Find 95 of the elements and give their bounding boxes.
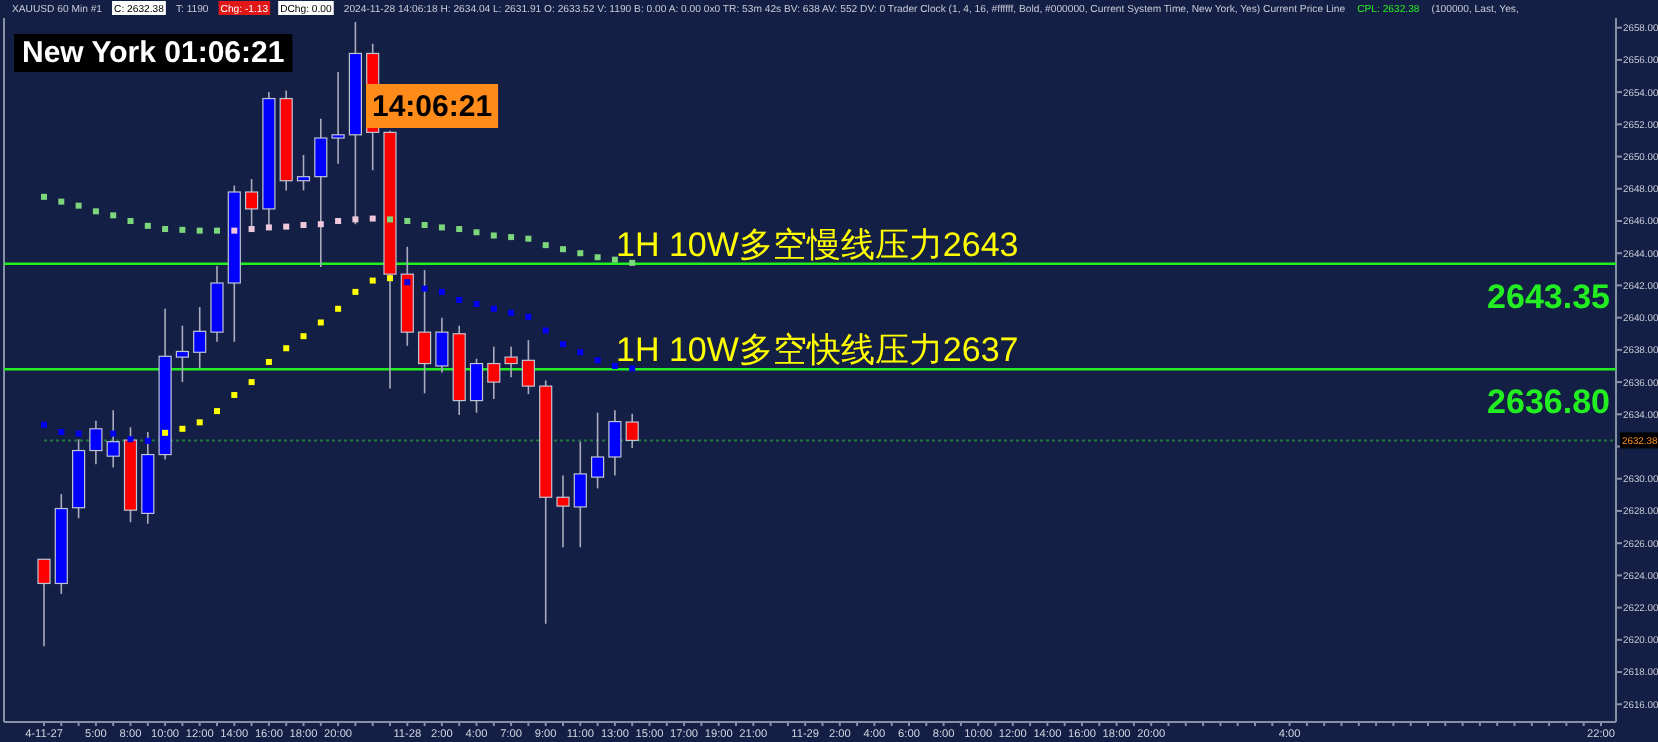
point <box>629 365 636 372</box>
point <box>58 198 65 205</box>
point <box>594 357 601 364</box>
candlestick <box>193 306 207 370</box>
candlestick <box>331 71 345 165</box>
point <box>231 391 238 398</box>
point <box>577 349 584 356</box>
point <box>473 300 480 307</box>
candlestick <box>487 345 501 400</box>
candlestick <box>556 474 570 549</box>
point <box>387 216 393 223</box>
point <box>41 193 47 200</box>
point <box>144 222 151 229</box>
annotation: 1H 10W多空慢线压力2643 <box>616 225 1019 264</box>
point <box>387 275 393 282</box>
point <box>577 250 584 257</box>
candlestick <box>469 357 484 414</box>
candlestick <box>175 324 189 383</box>
point <box>92 208 99 215</box>
ref-line-label: 2643.35 <box>1487 277 1610 316</box>
point <box>317 221 324 228</box>
point <box>144 437 151 444</box>
point <box>456 296 463 303</box>
point <box>352 288 359 295</box>
annotation: 1H 10W多空快线压力2637 <box>616 331 1019 370</box>
candlestick <box>245 178 259 229</box>
point <box>369 215 376 222</box>
point <box>611 362 618 369</box>
point <box>162 429 169 436</box>
point <box>283 223 290 230</box>
point <box>404 279 411 286</box>
point <box>110 212 117 219</box>
point <box>542 327 549 334</box>
point <box>75 430 82 437</box>
point <box>473 229 480 236</box>
point <box>127 217 134 224</box>
point <box>58 429 65 436</box>
point <box>179 425 186 432</box>
point <box>421 285 428 292</box>
point <box>110 430 117 437</box>
candlestick <box>573 440 587 549</box>
point <box>283 345 290 352</box>
point <box>404 217 411 224</box>
point <box>179 226 186 233</box>
candlestick <box>591 411 605 490</box>
point <box>214 227 220 234</box>
candlestick <box>504 345 518 379</box>
point <box>335 217 342 224</box>
point <box>490 305 497 312</box>
point <box>369 277 376 284</box>
point <box>92 429 99 436</box>
candlestick <box>106 409 120 469</box>
point <box>611 256 618 263</box>
point <box>438 224 445 231</box>
point <box>456 226 463 233</box>
point <box>594 254 601 261</box>
point <box>560 341 566 348</box>
point <box>525 235 532 242</box>
point <box>629 259 636 266</box>
ref-line-label: 2636.80 <box>1487 383 1610 422</box>
point <box>438 288 445 295</box>
candlestick <box>625 412 639 449</box>
point <box>265 224 272 231</box>
point <box>300 333 307 340</box>
point <box>196 419 203 426</box>
point <box>352 216 359 223</box>
candlestick <box>314 117 328 268</box>
point <box>127 436 134 443</box>
point <box>248 379 255 386</box>
point <box>41 421 47 428</box>
point <box>248 226 255 233</box>
point <box>335 305 342 312</box>
point <box>542 242 549 249</box>
candlestick <box>37 558 51 648</box>
candlestick <box>296 154 311 192</box>
point <box>231 227 238 234</box>
point <box>560 246 566 253</box>
annotation: New York 01:06:21 <box>22 36 285 70</box>
point <box>508 309 515 316</box>
point <box>525 313 532 320</box>
point <box>265 358 272 365</box>
point <box>508 234 515 241</box>
point <box>300 222 307 229</box>
point <box>421 222 428 229</box>
candlestick <box>435 316 449 374</box>
point <box>214 408 220 415</box>
point <box>75 202 82 209</box>
point <box>162 226 169 233</box>
point <box>490 232 497 239</box>
point <box>196 227 203 234</box>
point <box>317 319 324 326</box>
candlestick <box>608 409 622 477</box>
candlestick <box>521 339 535 395</box>
candlestick <box>418 269 432 395</box>
annotation: 14:06:21 <box>372 90 493 124</box>
